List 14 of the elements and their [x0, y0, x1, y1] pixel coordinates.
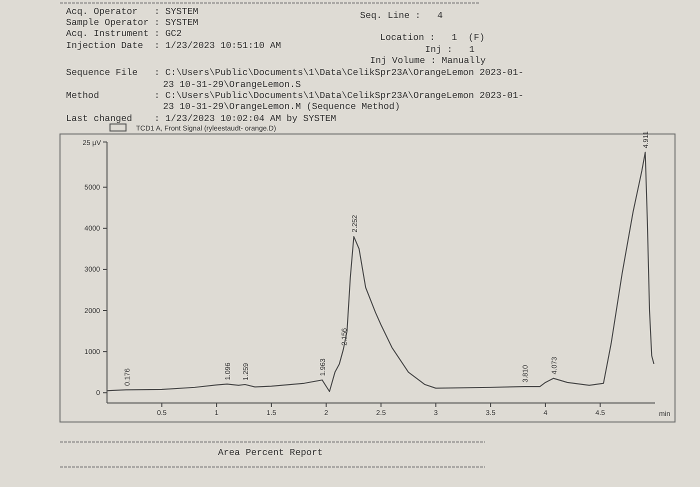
text: Location : 1 (F) — [380, 32, 485, 43]
text: Inj Volume : Manually — [370, 55, 486, 66]
text: Last changed : 1/23/2023 10:02:04 AM by SYSTEM — [66, 113, 336, 124]
text: Sequence File : C:\Users\Public\Documents\1\Data\CelikSpr23A\OrangeLemon 2023-01- — [66, 67, 524, 78]
text: Sample Operator : SYSTEM — [66, 17, 198, 28]
text: Inj : 1 — [425, 44, 476, 55]
text: Acq. Operator : SYSTEM — [66, 6, 198, 17]
text: Area Percent Report — [218, 447, 323, 458]
text: Method : C:\Users\Public\Documents\1\Data\CelikSpr23A\OrangeLemon 2023-01- — [66, 90, 524, 101]
text: Seq. Line : 4 — [360, 10, 444, 21]
text: 23 10-31-29\OrangeLemon.S — [163, 79, 302, 90]
text: Acq. Instrument : GC2 — [66, 28, 182, 39]
text: 23 10-31-29\OrangeLemon.M (Sequence Method) — [163, 101, 400, 112]
text: Injection Date : 1/23/2023 10:51:10 AM — [66, 40, 282, 51]
